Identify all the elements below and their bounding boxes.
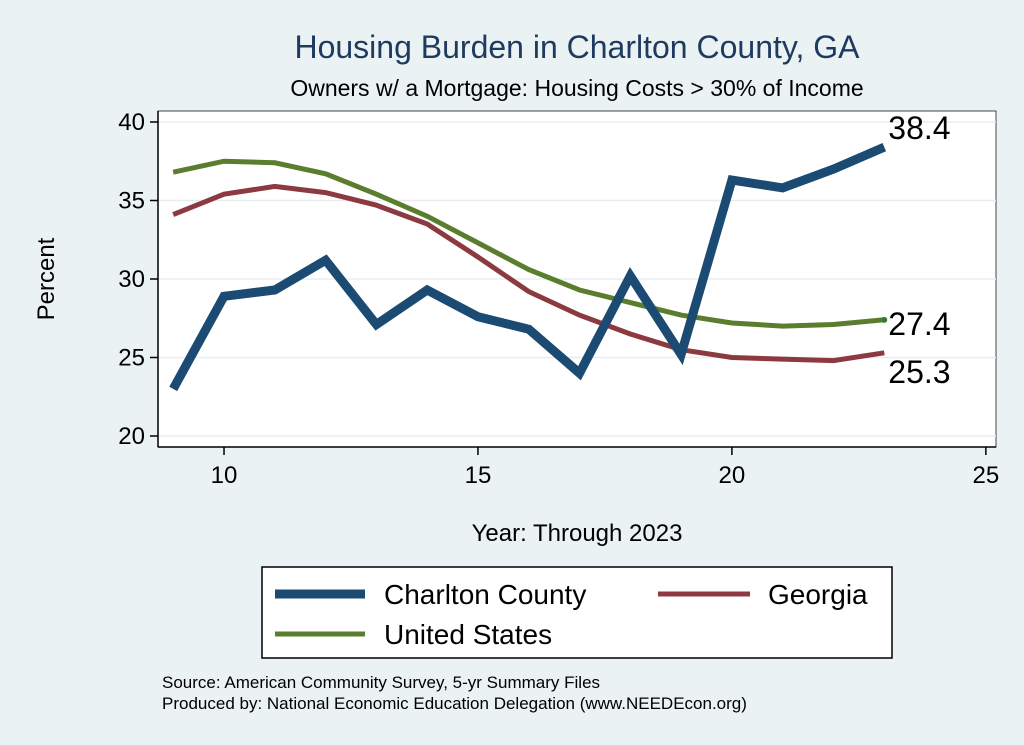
legend (261, 566, 893, 659)
end-labels: 38.4 25.3 27.4 (888, 110, 950, 390)
y-tick-label: 35 (118, 187, 145, 214)
x-tick-label: 15 (465, 462, 492, 489)
y-tick-label: 30 (118, 266, 145, 293)
end-label-us: 27.4 (888, 306, 950, 342)
legend-item-us: United States (275, 619, 552, 650)
legend-label-georgia: Georgia (768, 579, 868, 610)
series-end-marker-us (881, 316, 888, 323)
end-label-charlton: 38.4 (888, 110, 950, 146)
source-line-2: Produced by: National Economic Education… (162, 694, 747, 713)
x-axis-title: Year: Through 2023 (472, 520, 683, 547)
x-tick-label: 25 (972, 462, 999, 489)
y-axis-title: Percent (33, 237, 60, 320)
chart-subtitle: Owners w/ a Mortgage: Housing Costs > 30… (290, 75, 863, 101)
y-tick-label: 20 (118, 423, 145, 450)
y-tick-label: 25 (118, 345, 145, 372)
legend-item-georgia: Georgia (658, 579, 868, 610)
y-axis-ticks: 20 25 30 35 40 (118, 109, 158, 450)
x-tick-label: 20 (719, 462, 746, 489)
y-tick-label: 40 (118, 109, 145, 136)
end-label-georgia: 25.3 (888, 354, 950, 390)
series-line-us (172, 158, 885, 329)
legend-label-us: United States (384, 619, 552, 650)
series-line-georgia (172, 183, 885, 364)
series-line-charlton (169, 142, 887, 392)
x-tick-label: 10 (211, 462, 238, 489)
legend-label-charlton: Charlton County (384, 579, 586, 610)
x-axis-ticks: 10 15 20 25 (211, 447, 999, 489)
legend-item-charlton: Charlton County (275, 579, 586, 610)
series-lines (169, 142, 888, 392)
source-line-1: Source: American Community Survey, 5-yr … (162, 673, 600, 692)
chart-title: Housing Burden in Charlton County, GA (294, 29, 860, 65)
